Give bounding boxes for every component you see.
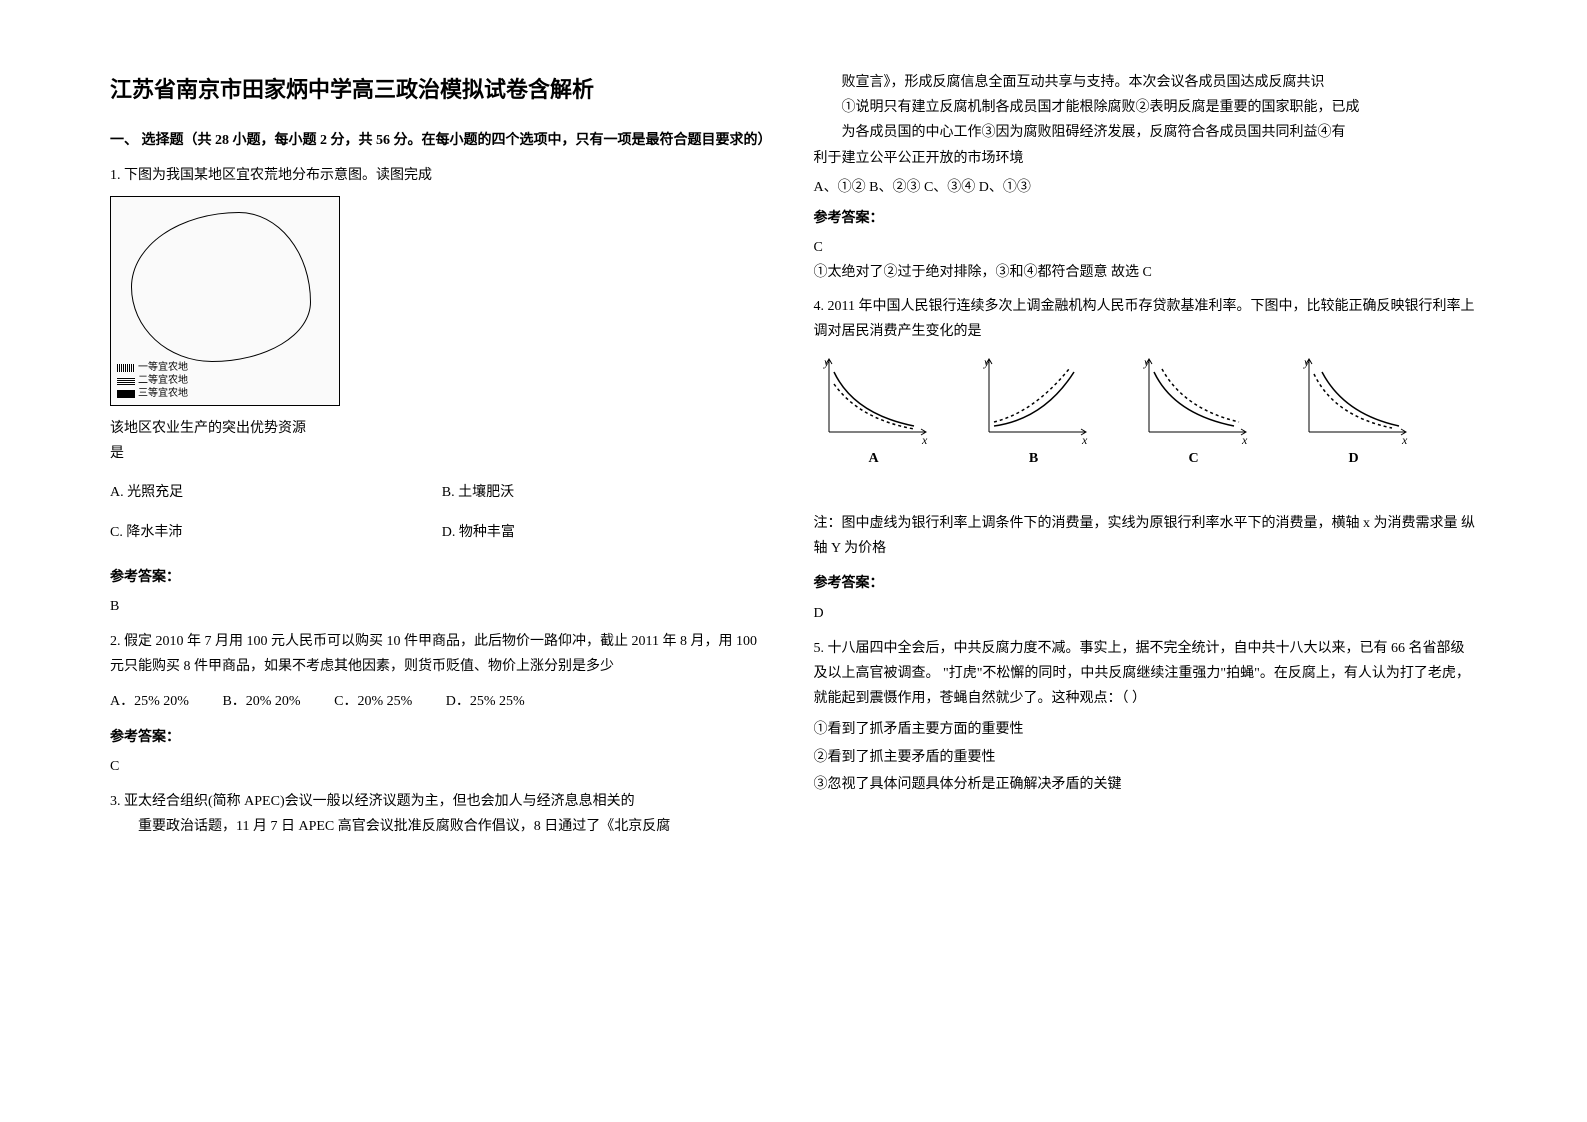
swatch-1 (117, 364, 135, 372)
q1-opt-a: A. 光照充足 (110, 480, 442, 505)
q2-opt-b: B．20% 20% (222, 689, 300, 714)
svg-text:x: x (1241, 433, 1248, 444)
q1-opt-d: D. 物种丰富 (442, 520, 774, 545)
chart-a: y x A (814, 354, 934, 471)
section-1-header: 一、 选择题（共 28 小题，每小题 2 分，共 56 分。在每小题的四个选项中… (110, 128, 774, 153)
q2-opt-c: C．20% 25% (334, 689, 412, 714)
q1-subtext: 该地区农业生产的突出优势资源 (110, 416, 774, 441)
q3-line1: 3. 亚太经合组织(简称 APEC)会议一般以经济议题为主，但也会加人与经济息息… (110, 789, 774, 814)
q3-line5: 为各成员国的中心工作③因为腐败阻碍经济发展，反腐符合各成员国共同利益④有 (814, 120, 1478, 145)
chart-a-label: A (814, 446, 934, 471)
q1-text: 1. 下图为我国某地区宜农荒地分布示意图。读图完成 (110, 163, 774, 188)
question-3-start: 3. 亚太经合组织(简称 APEC)会议一般以经济议题为主，但也会加人与经济息息… (110, 789, 774, 839)
q2-ans: C (110, 754, 774, 779)
chart-c: y x C (1134, 354, 1254, 471)
chart-d-svg: y x (1294, 354, 1414, 444)
q5-c1: ①看到了抓矛盾主要方面的重要性 (814, 717, 1478, 742)
q5-c2: ②看到了抓主要矛盾的重要性 (814, 745, 1478, 770)
chart-b-svg: y x (974, 354, 1094, 444)
map-outline (131, 212, 311, 362)
q1-map: 一等宜农地 二等宜农地 三等宜农地 (110, 196, 340, 406)
svg-text:x: x (1401, 433, 1408, 444)
legend-3: 三等宜农地 (138, 388, 188, 400)
q2-opt-a: A．25% 20% (110, 689, 189, 714)
svg-text:y: y (983, 355, 990, 369)
q1-opt-c: C. 降水丰沛 (110, 520, 442, 545)
legend-2: 二等宜农地 (138, 375, 188, 387)
q4-charts: y x A y x B (814, 354, 1478, 471)
q2-ans-label: 参考答案： (110, 725, 774, 750)
page-title: 江苏省南京市田家炳中学高三政治模拟试卷含解析 (110, 70, 774, 110)
q5-c3: ③忽视了具体问题具体分析是正确解决矛盾的关键 (814, 772, 1478, 797)
chart-b: y x B (974, 354, 1094, 471)
svg-text:y: y (823, 355, 830, 369)
question-4: 4. 2011 年中国人民银行连续多次上调金融机构人民币存贷款基准利率。下图中，… (814, 294, 1478, 626)
swatch-3 (117, 390, 135, 398)
q3-line4: ①说明只有建立反腐机制各成员国才能根除腐败②表明反腐是重要的国家职能，已成 (814, 95, 1478, 120)
q3-line6: 利于建立公平公正开放的市场环境 (814, 146, 1478, 171)
q1-ans-label: 参考答案： (110, 565, 774, 590)
right-column: 败宣言》，形成反腐信息全面互动共享与支持。本次会议各成员国达成反腐共识 ①说明只… (794, 70, 1498, 1082)
q4-text: 4. 2011 年中国人民银行连续多次上调金融机构人民币存贷款基准利率。下图中，… (814, 294, 1478, 344)
chart-a-svg: y x (814, 354, 934, 444)
chart-c-label: C (1134, 446, 1254, 471)
svg-text:x: x (921, 433, 928, 444)
left-column: 江苏省南京市田家炳中学高三政治模拟试卷含解析 一、 选择题（共 28 小题，每小… (90, 70, 794, 1082)
svg-text:x: x (1081, 433, 1088, 444)
q3-options: A、①② B、②③ C、③④ D、①③ (814, 175, 1478, 200)
q1-opt-b: B. 土壤肥沃 (442, 480, 774, 505)
q1-subtext2: 是 (110, 441, 774, 466)
q1-ans: B (110, 594, 774, 619)
q3-ans: C (814, 235, 1478, 260)
chart-c-svg: y x (1134, 354, 1254, 444)
question-3-continued: 败宣言》，形成反腐信息全面互动共享与支持。本次会议各成员国达成反腐共识 ①说明只… (814, 70, 1478, 286)
chart-b-label: B (974, 446, 1094, 471)
svg-text:y: y (1143, 355, 1150, 369)
q2-opt-d: D．25% 25% (446, 689, 525, 714)
svg-text:y: y (1303, 355, 1310, 369)
q4-ans: D (814, 601, 1478, 626)
chart-d: y x D (1294, 354, 1414, 471)
q2-options: A．25% 20% B．20% 20% C．20% 25% D．25% 25% (110, 689, 774, 714)
question-5: 5. 十八届四中全会后，中共反腐力度不减。事实上，据不完全统计，自中共十八大以来… (814, 636, 1478, 797)
legend-1: 一等宜农地 (138, 362, 188, 374)
chart-d-label: D (1294, 446, 1414, 471)
swatch-2 (117, 377, 135, 385)
question-1: 1. 下图为我国某地区宜农荒地分布示意图。读图完成 一等宜农地 二等宜农地 三等… (110, 163, 774, 619)
q3-ans-label: 参考答案： (814, 206, 1478, 231)
q3-line2: 重要政治话题，11 月 7 日 APEC 高官会议批准反腐败合作倡议，8 日通过… (110, 814, 774, 839)
q5-text: 5. 十八届四中全会后，中共反腐力度不减。事实上，据不完全统计，自中共十八大以来… (814, 636, 1478, 712)
map-legend: 一等宜农地 二等宜农地 三等宜农地 (117, 362, 188, 401)
q4-ans-label: 参考答案： (814, 571, 1478, 596)
q4-note: 注：图中虚线为银行利率上调条件下的消费量，实线为原银行利率水平下的消费量，横轴 … (814, 511, 1478, 561)
question-2: 2. 假定 2010 年 7 月用 100 元人民币可以购买 10 件甲商品，此… (110, 629, 774, 779)
q1-options: A. 光照充足 B. 土壤肥沃 C. 降水丰沛 D. 物种丰富 (110, 480, 774, 558)
q3-line3: 败宣言》，形成反腐信息全面互动共享与支持。本次会议各成员国达成反腐共识 (814, 70, 1478, 95)
q3-explanation: ①太绝对了②过于绝对排除，③和④都符合题意 故选 C (814, 260, 1478, 285)
q2-text: 2. 假定 2010 年 7 月用 100 元人民币可以购买 10 件甲商品，此… (110, 629, 774, 679)
